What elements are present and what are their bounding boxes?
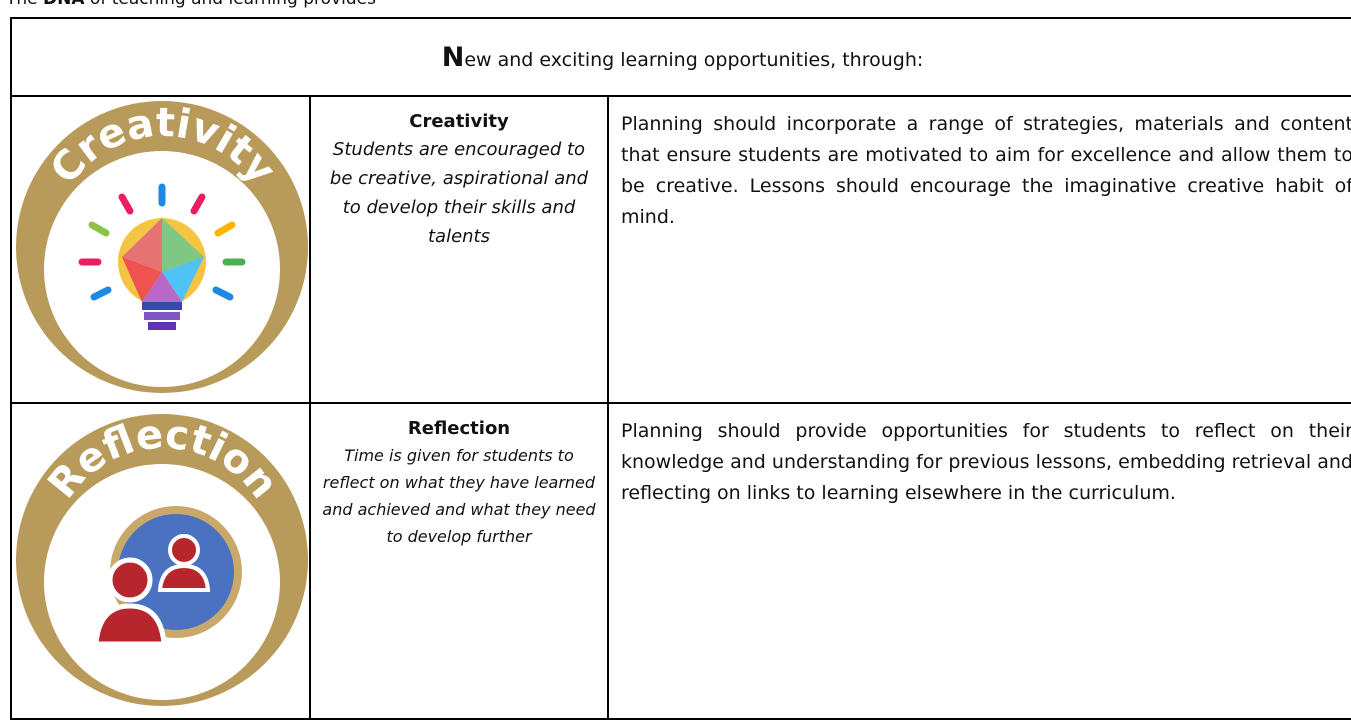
badge-cell: Creativity bbox=[10, 95, 311, 404]
title-cell: Creativity Students are encouraged to be … bbox=[309, 95, 609, 404]
page: The DNA of teaching and learning provide… bbox=[6, 0, 1351, 720]
intro: The DNA of teaching and learning provide… bbox=[6, 0, 376, 9]
intro-text: of teaching and learning provides bbox=[85, 0, 376, 9]
row-description: Students are encouraged to be creative, … bbox=[329, 139, 589, 247]
header-initial: N bbox=[441, 41, 465, 73]
row-guidance: Planning should provide opportunities fo… bbox=[607, 402, 1351, 720]
badge-cell: Reflection bbox=[10, 402, 311, 720]
row-title: Creativity bbox=[409, 111, 509, 132]
row-title: Reflection bbox=[407, 418, 511, 439]
row-guidance: Planning should incorporate a range of s… bbox=[607, 95, 1351, 404]
intro-text: The bbox=[6, 0, 43, 9]
row-description: Time is given for students to reflect on… bbox=[322, 446, 596, 546]
reflection-badge: Reflection bbox=[16, 411, 308, 706]
creativity-badge: Creativity bbox=[16, 100, 308, 393]
title-cell: Reflection Time is given for students to … bbox=[309, 402, 609, 720]
dna-table: New and exciting learning opportunities,… bbox=[10, 17, 1351, 720]
intro-bold: DNA bbox=[43, 0, 85, 9]
header-text: ew and exciting learning opportunities, … bbox=[464, 48, 924, 71]
header-cell: New and exciting learning opportunities,… bbox=[10, 17, 1351, 97]
